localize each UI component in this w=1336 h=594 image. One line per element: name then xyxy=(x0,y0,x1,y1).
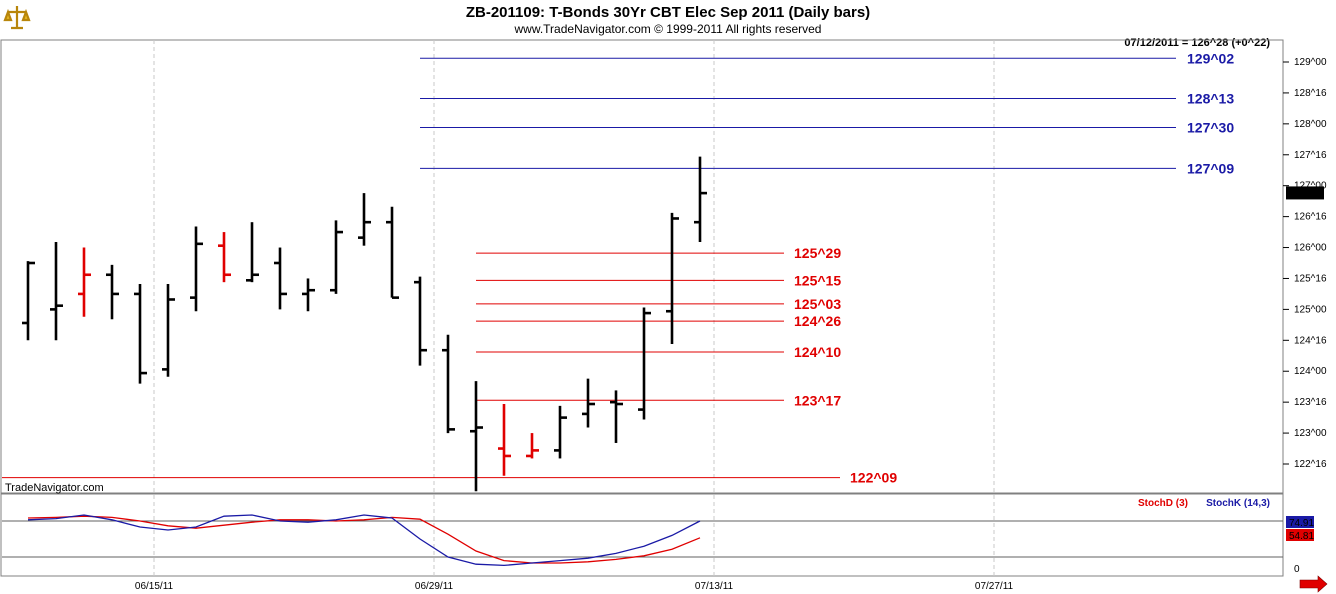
support-label: 122^09 xyxy=(850,470,897,486)
y-tick-label: 124^16 xyxy=(1294,335,1327,346)
y-tick-label: 123^16 xyxy=(1294,397,1327,408)
last-price-info: 07/12/2011 = 126^28 (+0^22) xyxy=(1124,37,1270,49)
chart-title: ZB-201109: T-Bonds 30Yr CBT Elec Sep 201… xyxy=(466,4,870,21)
price-panel xyxy=(0,39,1284,494)
vertical-gridlines xyxy=(153,40,995,576)
y-tick-label: 129^00 xyxy=(1294,57,1327,68)
ohlc-bar xyxy=(22,261,35,341)
stochastic-panel xyxy=(0,493,1284,577)
y-tick-label: 126^16 xyxy=(1294,212,1327,223)
stochk-value-box xyxy=(1286,529,1314,541)
x-tick-label: 07/13/11 xyxy=(695,581,734,592)
ohlc-bar xyxy=(582,378,595,428)
ohlc-bar xyxy=(666,212,679,345)
x-tick-label: 06/15/11 xyxy=(135,581,174,592)
watermark-text: TradeNavigator.com xyxy=(5,482,104,494)
x-tick-label: 07/27/11 xyxy=(975,581,1014,592)
stochd-legend: StochD (3) xyxy=(1138,498,1188,509)
support-label: 125^03 xyxy=(794,296,841,312)
ohlc-bar xyxy=(246,222,259,283)
support-label: 123^17 xyxy=(794,392,841,408)
support-label: 125^15 xyxy=(794,272,841,288)
resistance-label: 128^13 xyxy=(1187,90,1234,106)
ohlc-bar xyxy=(78,247,91,317)
ohlc-bar xyxy=(386,206,399,299)
ohlc-bar xyxy=(358,193,371,246)
price-axis: 122^16 123^00 123^16 124^00 124^16 125^00 125^… xyxy=(1282,40,1327,576)
date-axis: 06/15/11 06/29/11 07/13/11 07/27/11 xyxy=(135,581,1014,592)
ohlc-bar xyxy=(610,390,623,443)
ohlc-bar xyxy=(330,220,343,294)
copyright-text: www.TradeNavigator.com © 1999-2011 All r… xyxy=(514,22,822,36)
stochd-line xyxy=(27,515,701,564)
ohlc-bar xyxy=(106,264,119,320)
resistance-label: 127^09 xyxy=(1187,160,1234,176)
y-tick-label: 123^00 xyxy=(1294,428,1327,439)
ohlc-bar xyxy=(442,334,455,434)
y-tick-label: 125^00 xyxy=(1294,304,1327,315)
y-tick-label: 124^00 xyxy=(1294,366,1327,377)
ohlc-bar xyxy=(302,278,315,312)
stochk-value: 54.81 xyxy=(1289,531,1314,542)
stochastic-lines: 74.91 54.81 0 xyxy=(2,514,1314,575)
stochk-legend: StochK (14,3) xyxy=(1206,498,1270,509)
resistance-label: 129^02 xyxy=(1187,50,1234,66)
scroll-right-arrow-icon[interactable] xyxy=(1299,575,1328,593)
ohlc-bar xyxy=(554,405,567,459)
price-bars xyxy=(22,156,707,492)
resistance-label: 127^30 xyxy=(1187,120,1234,136)
ohlc-bar xyxy=(526,433,539,459)
y-tick-label: 125^16 xyxy=(1294,273,1327,284)
y-tick-label: 126^00 xyxy=(1294,243,1327,254)
support-label: 125^29 xyxy=(794,245,841,261)
support-label: 124^26 xyxy=(794,313,841,329)
x-tick-label: 06/29/11 xyxy=(415,581,454,592)
ohlc-bar xyxy=(274,247,287,310)
y-tick-label: 128^00 xyxy=(1294,119,1327,130)
last-price-box xyxy=(1286,186,1324,200)
logo-icon xyxy=(3,3,31,31)
ohlc-bar xyxy=(498,404,511,476)
ohlc-bar xyxy=(190,226,203,312)
price-levels: 129^02 128^13 127^30 127^09 125^29 125^15 125^… xyxy=(2,50,1234,486)
support-label: 124^10 xyxy=(794,344,841,360)
y-tick-label: 122^16 xyxy=(1294,459,1327,470)
ohlc-bar xyxy=(162,284,175,377)
ohlc-bar xyxy=(50,241,63,341)
stochk-line xyxy=(27,514,701,567)
y-tick-label: 128^16 xyxy=(1294,88,1327,99)
y-tick-label: 127^16 xyxy=(1294,150,1327,161)
stochd-value: 74.91 xyxy=(1289,518,1314,529)
last-price-label: 126^28 xyxy=(1289,189,1322,200)
ohlc-bar xyxy=(218,232,231,283)
stochd-value-box xyxy=(1286,516,1314,528)
y-tick-label: 127^00 xyxy=(1294,181,1327,192)
ohlc-bar xyxy=(134,284,147,384)
stoch-zero-label: 0 xyxy=(1294,564,1300,575)
ohlc-bar xyxy=(638,307,651,420)
ohlc-bar xyxy=(694,156,707,242)
ohlc-bar xyxy=(414,276,427,366)
ohlc-bar xyxy=(470,381,483,492)
